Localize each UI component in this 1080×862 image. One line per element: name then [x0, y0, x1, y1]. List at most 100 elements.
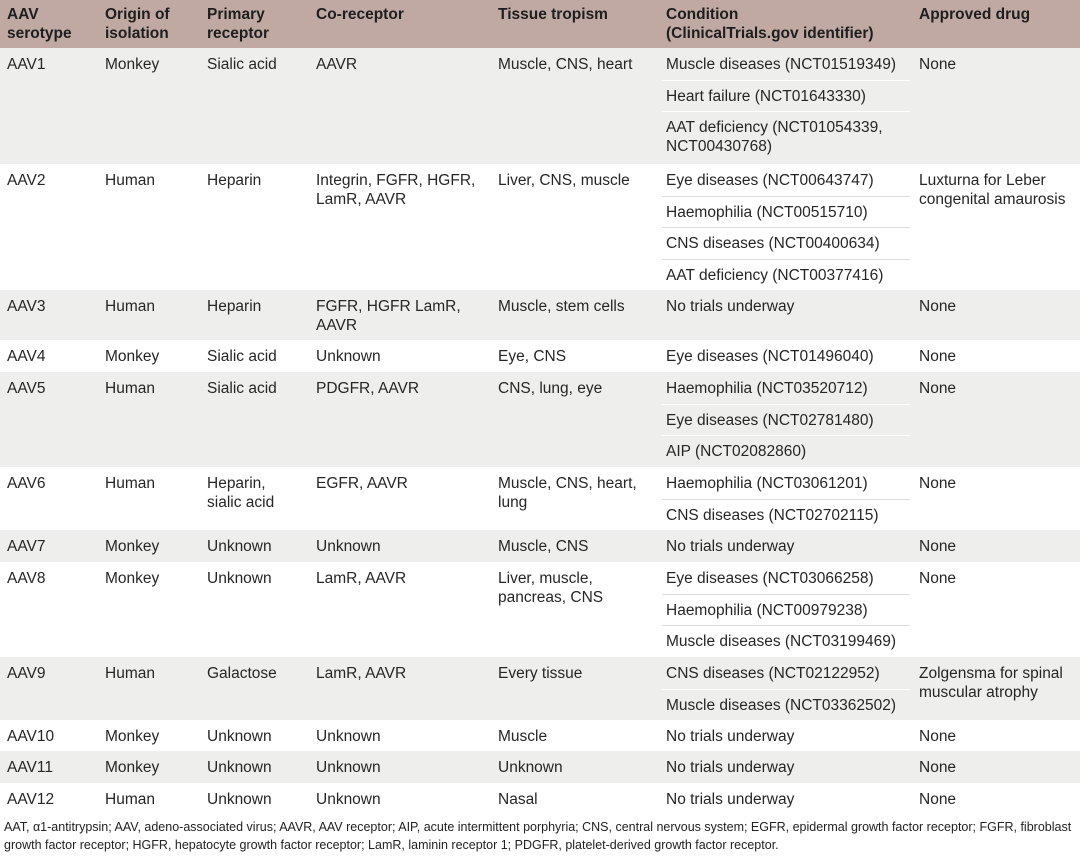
approved-drug-cell: None — [919, 475, 957, 492]
condition-divider — [662, 435, 910, 436]
serotype-cell: AAV6 — [7, 475, 46, 492]
approved-drug-cell: None — [919, 538, 957, 555]
condition-divider — [662, 688, 910, 690]
condition-cell: Eye diseases (NCT00643747) — [666, 172, 874, 189]
aav-serotype-table: AAV serotype Origin of isolation Primary… — [0, 0, 1080, 808]
header-approved-drug: Approved drug — [919, 6, 1031, 23]
table-row: AAV6 Human Heparin, sialic acid EGFR, AAVR M… — [0, 467, 1080, 530]
condition-divider — [662, 625, 910, 626]
approved-drug-cell: None — [919, 348, 957, 365]
primary-receptor-cell: Heparin, sialic acid — [207, 475, 275, 511]
origin-cell: Monkey — [105, 348, 160, 365]
primary-receptor-cell: Sialic acid — [207, 56, 277, 73]
co-receptor-cell: LamR, AAVR — [316, 570, 407, 587]
table-row: AAV5 Human Sialic acid PDGFR, AAVR CNS, lung… — [0, 372, 1080, 467]
serotype-cell: AAV3 — [7, 298, 46, 315]
tissue-tropism-cell: Muscle, CNS, heart — [498, 56, 633, 73]
serotype-cell: AAV8 — [7, 570, 46, 587]
header-primary-receptor: Primary receptor — [207, 6, 270, 42]
condition-cell: No trials underway — [666, 791, 795, 808]
approved-drug-cell: None — [919, 56, 957, 73]
condition-divider — [662, 403, 910, 405]
tissue-tropism-cell: Unknown — [498, 759, 563, 776]
condition-cell: Haemophilia (NCT03061201) — [666, 475, 868, 492]
condition-cell: No trials underway — [666, 759, 795, 776]
serotype-cell: AAV2 — [7, 172, 46, 189]
origin-cell: Monkey — [105, 570, 160, 587]
serotype-cell: AAV1 — [7, 56, 46, 73]
approved-drug-cell: None — [919, 791, 957, 808]
origin-cell: Human — [105, 475, 155, 492]
co-receptor-cell: Unknown — [316, 759, 381, 776]
condition-cell: Haemophilia (NCT00515710) — [666, 203, 868, 221]
table-row: AAV1 Monkey Sialic acid AAVR Muscle, CNS, he… — [0, 48, 1080, 164]
co-receptor-cell: FGFR, HGFR LamR, AAVR — [316, 298, 461, 334]
primary-receptor-cell: Heparin — [207, 172, 262, 189]
tissue-tropism-cell: Liver, CNS, muscle — [498, 172, 630, 189]
tissue-tropism-cell: Muscle, CNS, heart, lung — [498, 475, 637, 511]
condition-cell: Eye diseases (NCT03066258) — [666, 570, 874, 587]
tissue-tropism-cell: Every tissue — [498, 665, 583, 682]
condition-cell: CNS diseases (NCT00400634) — [666, 235, 880, 252]
condition-divider — [662, 79, 910, 81]
table-row: AAV10 Monkey Unknown Unknown Muscle None No tr… — [0, 720, 1080, 751]
approved-drug-cell: Luxturna for Leber congenital amaurosis — [919, 172, 1066, 208]
origin-cell: Monkey — [105, 56, 160, 73]
tissue-tropism-cell: Eye, CNS — [498, 348, 567, 365]
tissue-tropism-cell: Muscle, CNS — [498, 538, 589, 555]
table-row: AAV2 Human Heparin Integrin, FGFR, HGFR, La… — [0, 164, 1080, 290]
approved-drug-cell: None — [919, 570, 957, 587]
header-co-receptor: Co-receptor — [316, 6, 404, 23]
co-receptor-cell: Unknown — [316, 728, 381, 745]
co-receptor-cell: Unknown — [316, 538, 381, 555]
condition-cell: No trials underway — [666, 538, 795, 555]
header-condition: Condition (ClinicalTrials.gov identifier… — [666, 6, 874, 42]
primary-receptor-cell: Unknown — [207, 570, 272, 587]
primary-receptor-cell: Unknown — [207, 759, 272, 776]
condition-cell: No trials underway — [666, 298, 795, 315]
serotype-cell: AAV11 — [7, 759, 53, 776]
origin-cell: Human — [105, 380, 155, 397]
co-receptor-cell: AAVR — [316, 56, 358, 73]
condition-cell: AAT deficiency (NCT00377416) — [666, 266, 884, 284]
serotype-cell: AAV5 — [7, 380, 46, 397]
header-tissue-tropism: Tissue tropism — [498, 6, 608, 23]
serotype-cell: AAV9 — [7, 665, 46, 682]
approved-drug-cell: None — [919, 380, 957, 397]
condition-cell: CNS diseases (NCT02122952) — [666, 665, 880, 682]
condition-cell: Muscle diseases (NCT03199469) — [666, 633, 897, 650]
table-row: AAV11 Monkey Unknown Unknown Unknown None No t… — [0, 751, 1080, 783]
condition-divider — [662, 111, 910, 112]
condition-cell: AAT deficiency (NCT01054339, NCT00430768… — [666, 119, 883, 155]
origin-cell: Human — [105, 791, 155, 808]
primary-receptor-cell: Galactose — [207, 665, 277, 682]
co-receptor-cell: Unknown — [316, 348, 381, 365]
condition-cell: Eye diseases (NCT02781480) — [666, 411, 874, 429]
condition-divider — [662, 498, 910, 500]
condition-cell: Haemophilia (NCT00979238) — [666, 601, 868, 619]
primary-receptor-cell: Unknown — [207, 538, 272, 555]
condition-cell: Eye diseases (NCT01496040) — [666, 348, 874, 365]
serotype-cell: AAV12 — [7, 791, 55, 808]
table-footnote: AAT, α1-antitrypsin; AAV, adeno-associat… — [4, 820, 1072, 852]
origin-cell: Human — [105, 665, 155, 682]
condition-cell: CNS diseases (NCT02702115) — [666, 506, 879, 524]
primary-receptor-cell: Sialic acid — [207, 348, 277, 365]
approved-drug-cell: Zolgensma for spinal muscular atrophy — [919, 665, 1063, 701]
primary-receptor-cell: Unknown — [207, 791, 272, 808]
co-receptor-cell: Integrin, FGFR, HGFR, LamR, AAVR — [316, 172, 476, 208]
primary-receptor-cell: Sialic acid — [207, 380, 277, 397]
table-header: AAV serotype Origin of isolation Primary… — [0, 0, 1080, 48]
origin-cell: Monkey — [105, 538, 160, 555]
condition-cell: Heart failure (NCT01643330) — [666, 87, 866, 105]
primary-receptor-cell: Heparin — [207, 298, 262, 315]
primary-receptor-cell: Unknown — [207, 728, 272, 745]
condition-divider — [662, 258, 910, 260]
condition-divider — [662, 195, 910, 197]
table-row: AAV9 Human Galactose LamR, AAVR Every tissue… — [0, 657, 1080, 720]
serotype-cell: AAV7 — [7, 538, 46, 555]
origin-cell: Human — [105, 298, 155, 315]
condition-divider — [662, 227, 910, 228]
condition-cell: Muscle diseases (NCT03362502) — [666, 696, 897, 714]
co-receptor-cell: LamR, AAVR — [316, 665, 407, 682]
